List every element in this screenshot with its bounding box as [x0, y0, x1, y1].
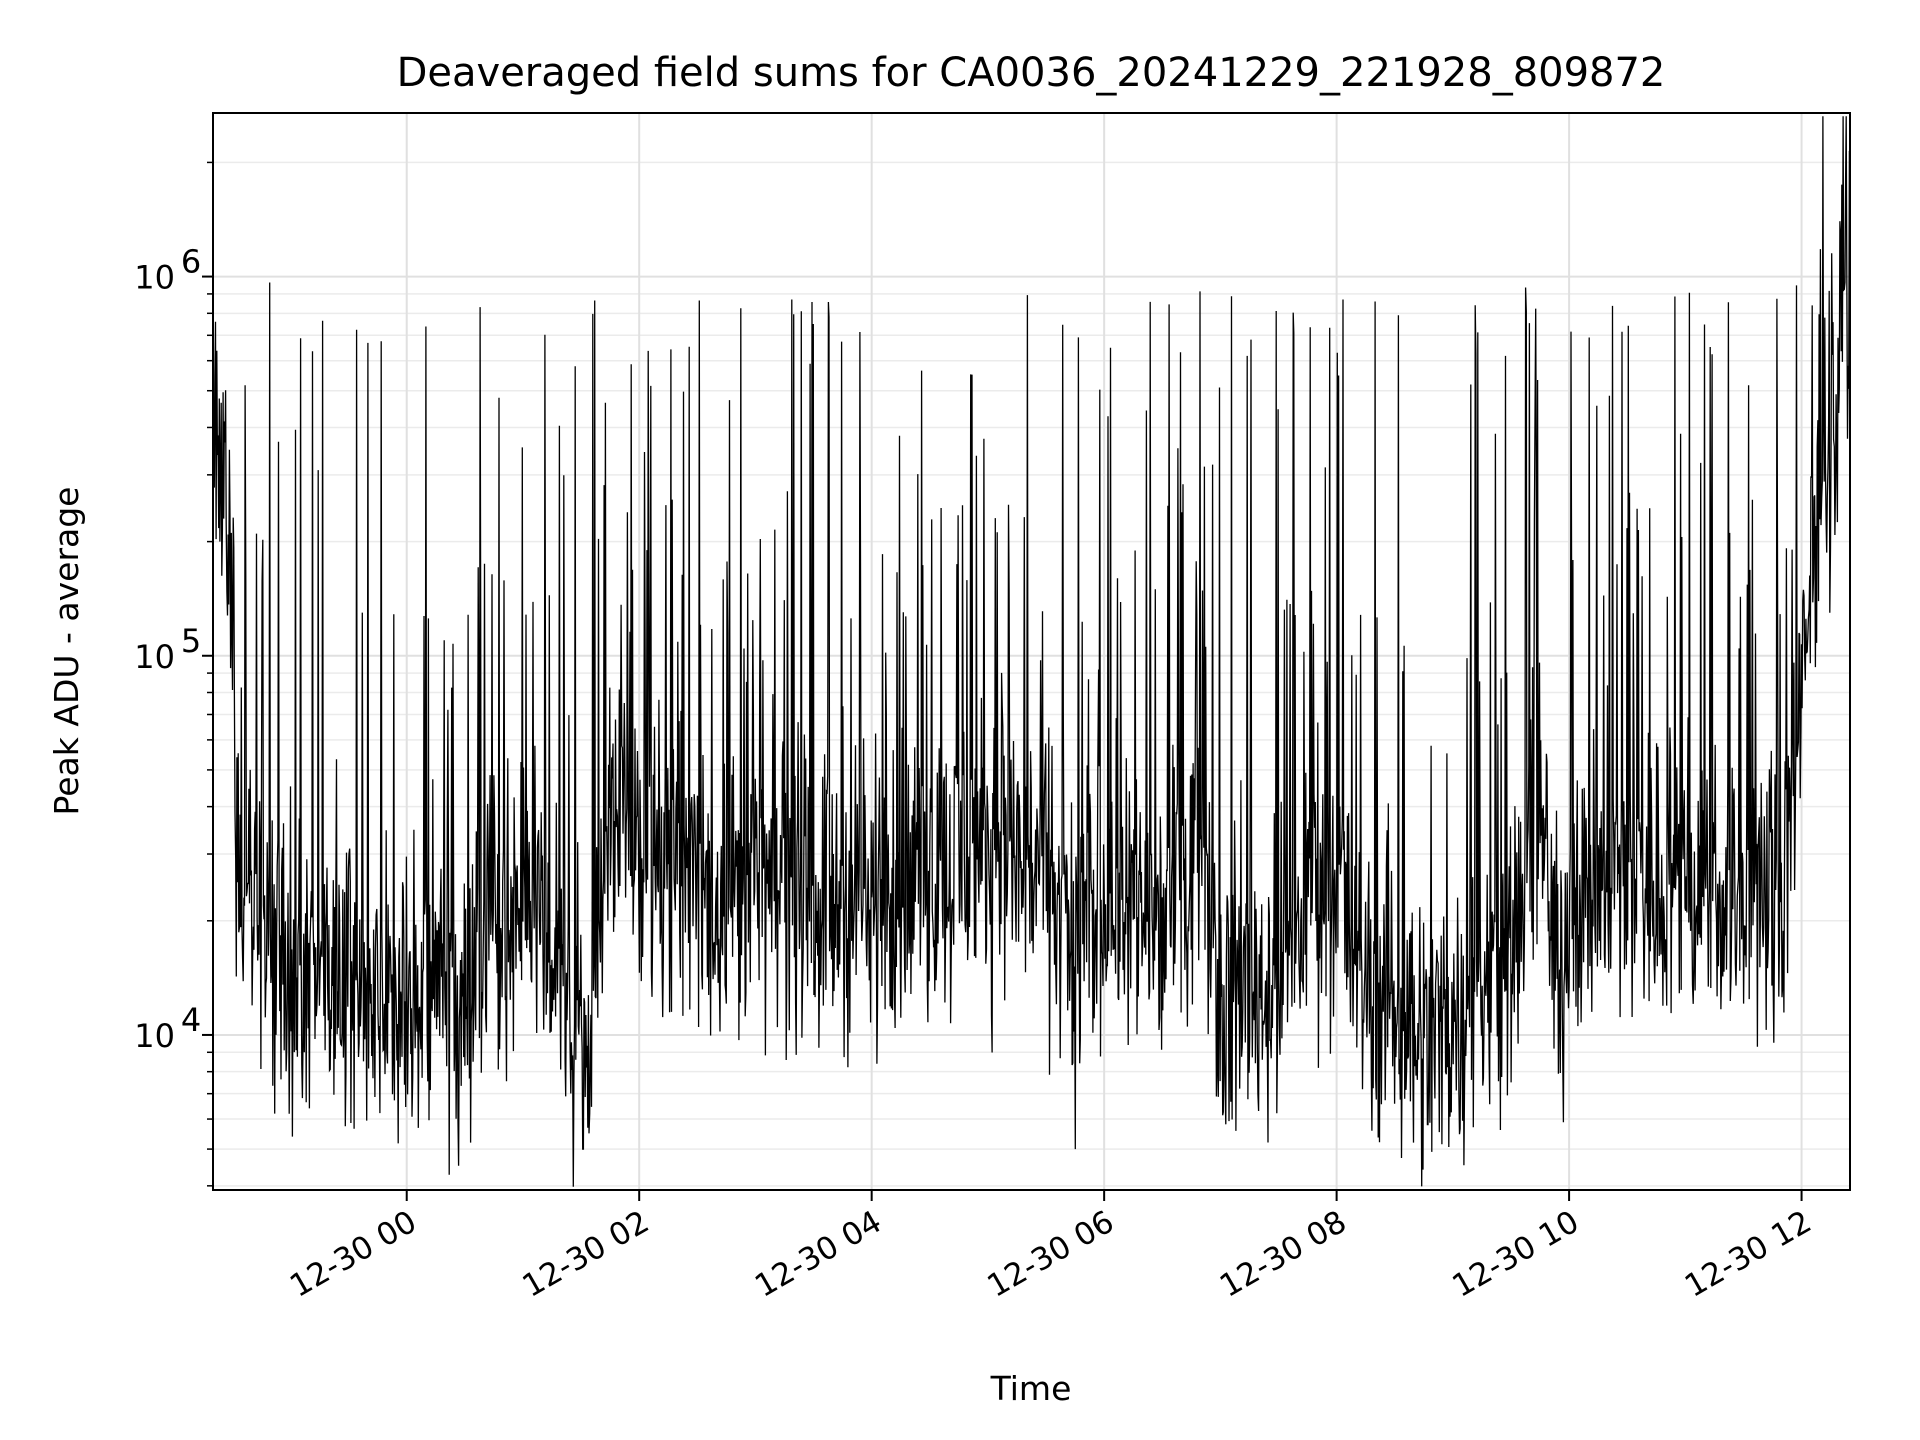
- series-layer: [212, 116, 1851, 1187]
- y-tick-exponent: 6: [181, 243, 201, 281]
- series-line: [212, 116, 1851, 1187]
- ticks: [202, 161, 1803, 1201]
- x-axis-label: Time: [990, 1369, 1072, 1408]
- y-tick-exponent: 5: [181, 622, 201, 660]
- chart-title: Deaveraged field sums for CA0036_2024122…: [397, 50, 1666, 96]
- y-axis-label: Peak ADU - average: [47, 487, 86, 816]
- y-tick-exponent: 4: [181, 1001, 201, 1039]
- y-tick-label: 10: [134, 259, 175, 297]
- y-tick-label: 10: [134, 1017, 175, 1055]
- y-tick-label: 10: [134, 638, 175, 676]
- plot-frame: [212, 112, 1851, 1191]
